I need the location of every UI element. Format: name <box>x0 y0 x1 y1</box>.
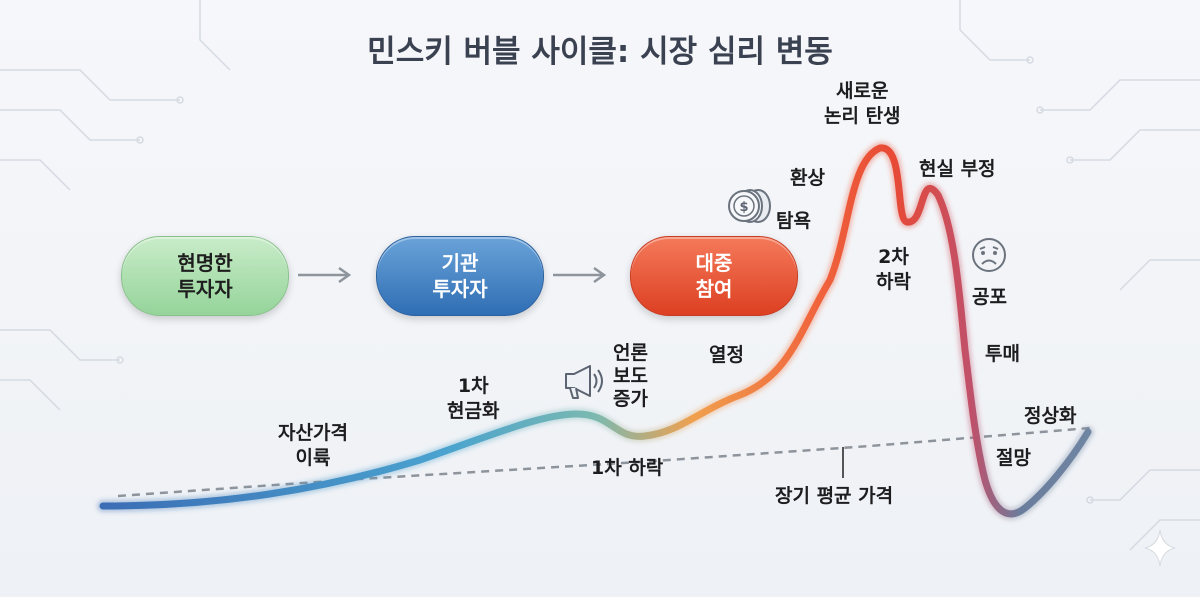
participant-arrows <box>298 266 607 284</box>
stage-media-coverage: 언론 보도 증가 <box>613 342 648 410</box>
stage-denial: 현실 부정 <box>919 158 996 180</box>
stage-second-drop: 2차 하락 <box>876 246 911 293</box>
stage-new-paradigm: 새로운 논리 탄생 <box>824 80 901 127</box>
price-curve <box>99 144 1092 518</box>
stage-illusion: 환상 <box>790 167 825 189</box>
stage-fear: 공포 <box>972 286 1007 308</box>
sparkle-icon <box>1144 529 1176 567</box>
institutional-investors-label: 기관 투자자 <box>432 251 488 301</box>
megaphone-icon <box>565 365 603 399</box>
page-title: 민스키 버블 사이클: 시장 심리 변동 <box>367 34 833 70</box>
worried-face-icon <box>972 238 1006 272</box>
public-participation-pill: 대중 참여 <box>630 236 798 316</box>
wise-investors-pill: 현명한 투자자 <box>121 236 289 316</box>
stage-greed: 탐욕 <box>776 210 811 232</box>
stage-first-cash-out: 1차 현금화 <box>447 375 500 422</box>
public-participation-label: 대중 참여 <box>695 251 733 301</box>
circuit-background <box>0 0 1200 551</box>
stage-despair: 절망 <box>996 447 1031 469</box>
stage-enthusiasm: 열정 <box>709 344 744 366</box>
svg-text:$: $ <box>739 200 748 215</box>
coin-stack-icon: $ <box>728 189 771 223</box>
stage-asset-rise: 자산가격 이륙 <box>278 422 348 469</box>
stage-normalization: 정상화 <box>1024 405 1077 427</box>
institutional-investors-pill: 기관 투자자 <box>376 236 544 316</box>
stage-first-drop: 1차 하락 <box>591 457 664 479</box>
long-term-average-line <box>117 426 1091 498</box>
stage-capitulation: 투매 <box>985 343 1020 365</box>
wise-investors-label: 현명한 투자자 <box>177 251 233 301</box>
long-term-average-label: 장기 평균 가격 <box>775 485 894 507</box>
